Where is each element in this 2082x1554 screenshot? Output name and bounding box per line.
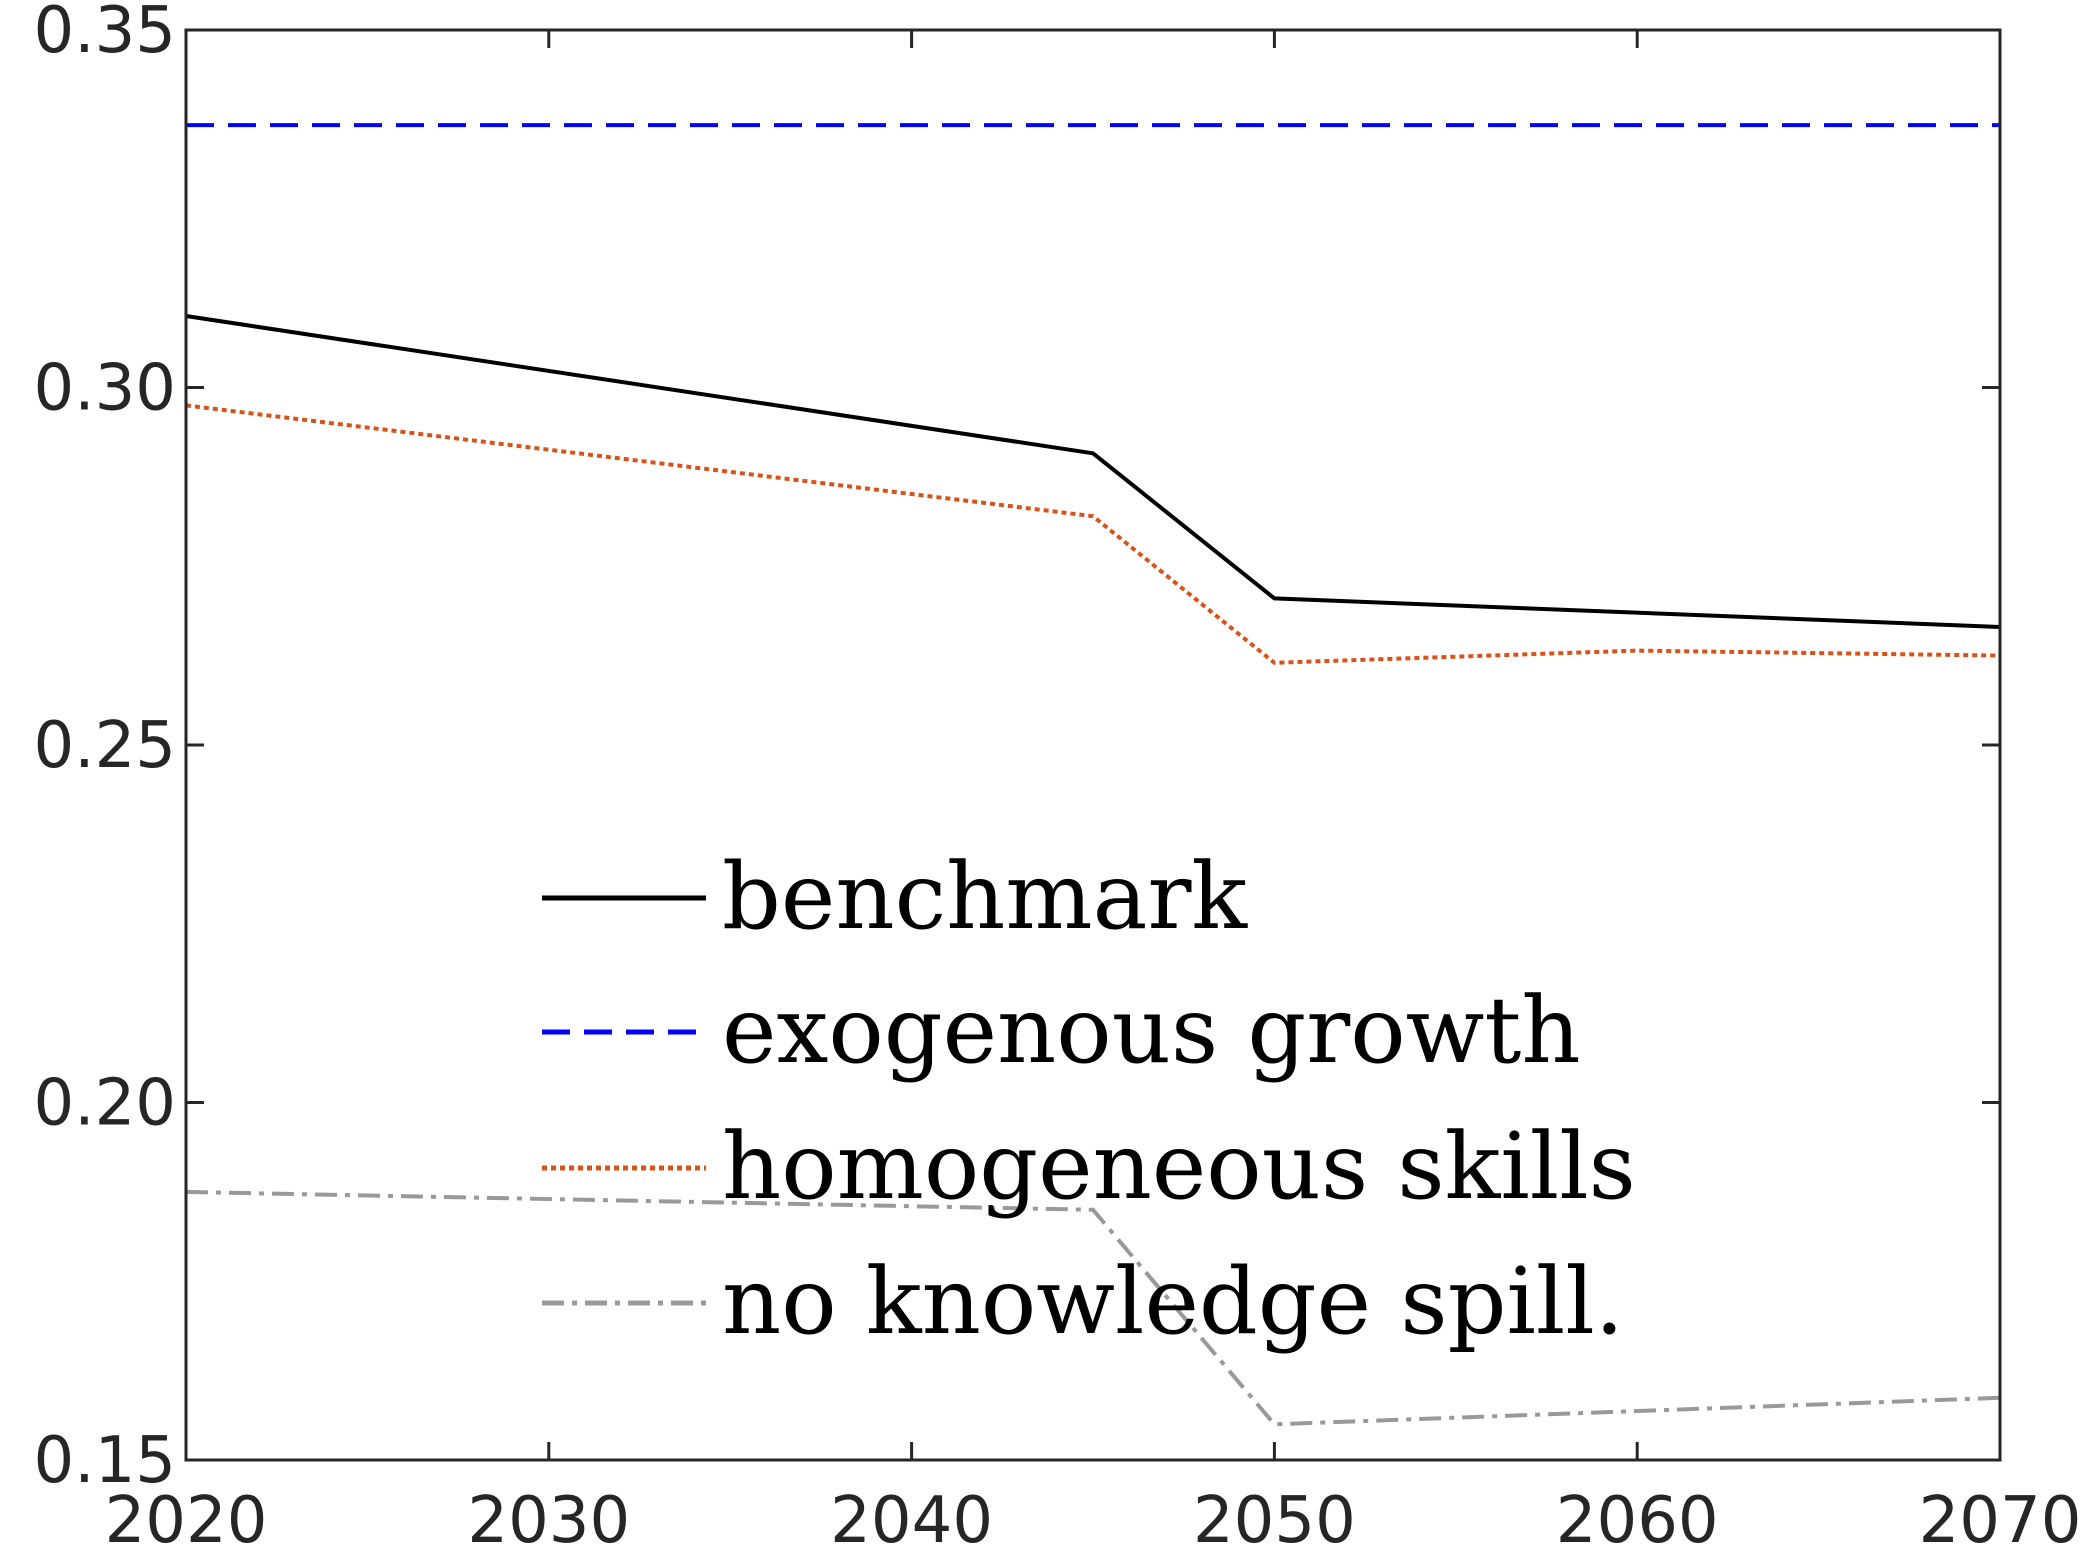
x-tick-label: 2050: [1193, 1484, 1356, 1554]
x-tick-label: 2030: [467, 1484, 630, 1554]
y-tick-label: 0.30: [34, 352, 177, 426]
series-layer: [185, 123, 2001, 1427]
legend-label-homogeneous-skills: homogeneous skills: [722, 1113, 1636, 1220]
series-line-no-knowledge-spill: [185, 1189, 2001, 1427]
series-line-benchmark: [185, 314, 2001, 629]
x-tick-label: 2060: [1556, 1484, 1719, 1554]
y-tick-label: 0.25: [34, 709, 177, 783]
series-line-homogeneous-skills: [185, 403, 2001, 665]
legend-label-exogenous-growth: exogenous growth: [722, 977, 1581, 1084]
ticks-layer: 2020 2030 2040 2050 2060 2070 0.15 0.20 0.25 0.30…: [34, 0, 2082, 1554]
y-tick-label: 0.15: [34, 1424, 177, 1498]
x-tick-label: 2040: [830, 1484, 993, 1554]
legend-label-benchmark: benchmark: [722, 843, 1248, 950]
legend: benchmark exogenous growth homogeneous ski…: [542, 843, 1636, 1355]
y-tick-label: 0.35: [34, 0, 177, 68]
legend-label-no-knowledge-spill: no knowledge spill.: [722, 1248, 1624, 1355]
plot-frame: [184, 28, 2002, 1462]
x-tick-label: 2070: [1919, 1484, 2082, 1554]
y-tick-label: 0.20: [34, 1067, 177, 1141]
x-tick-label: 2020: [105, 1484, 268, 1554]
